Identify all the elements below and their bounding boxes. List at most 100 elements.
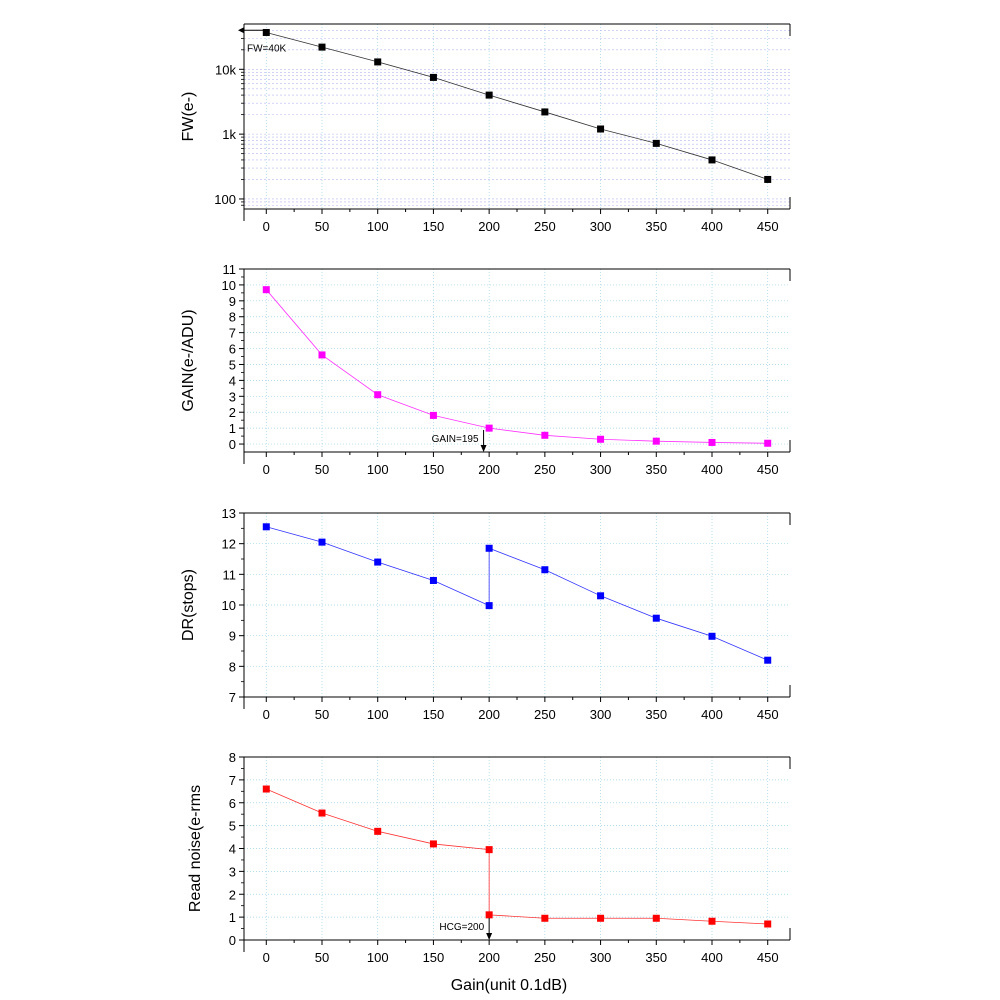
x-tick-label: 0 [263,462,270,477]
x-tick-label: 400 [701,707,723,722]
annotation-arrowhead [238,27,244,34]
data-point [652,139,660,147]
annotation: FW=40K [238,27,287,54]
x-tick-label: 100 [367,219,389,234]
annotation-arrowhead [480,445,487,452]
data-point [597,592,605,600]
y-tick-label: 2 [229,405,236,420]
x-tick-label: 300 [590,462,612,477]
y-tick-label: 12 [222,537,236,552]
y-axis-title: FW(e-) [180,92,197,142]
x-tick-label: 150 [423,950,445,965]
data-point [318,538,326,546]
x-tick-label: 250 [534,462,556,477]
y-tick-label: 11 [223,262,237,277]
data-point [541,566,549,574]
chart-noise: 0 50 100 150 200 250 300 350 400 450 0 1 2 3 4 5 6 7 8 Read… [187,750,791,994]
x-tick-label: 50 [315,950,329,965]
x-tick-label: 450 [757,219,779,234]
y-tick-label: 3 [229,389,236,404]
x-tick-label: 350 [645,950,667,965]
data-point [485,424,493,432]
data-point [764,439,772,447]
data-point [429,840,437,848]
grid-noise [244,757,790,940]
x-tick-label: 350 [645,219,667,234]
data-point [764,656,772,664]
x-tick-label: 50 [315,707,329,722]
annotation: GAIN=195 [432,430,487,452]
x-tick-label: 100 [367,950,389,965]
data-point [262,523,270,531]
y-tick-label: 8 [229,750,236,765]
data-point [652,437,660,445]
grid-dr [244,513,790,697]
data-point [541,108,549,116]
data-point [541,914,549,922]
x-tick-label: 450 [757,462,779,477]
annotation-arrowhead [486,933,493,940]
x-tick-label: 0 [263,950,270,965]
x-tick-label: 150 [423,462,445,477]
data-point [429,411,437,419]
annotation-text: FW=40K [247,43,287,54]
data-point [708,156,716,164]
data-point [764,920,772,928]
x-tick-label: 100 [367,707,389,722]
data-point [652,914,660,922]
data-point [374,558,382,566]
y-tick-label: 4 [229,842,236,857]
data-point [652,614,660,622]
y-tick-label: 10 [222,598,236,613]
y-tick-label: 0 [229,437,236,452]
y-tick-label: 0 [229,933,236,948]
y-tick-label: 8 [229,310,236,325]
y-tick-label: 10k [215,62,236,77]
data-point [485,911,493,919]
x-tick-label: 250 [534,219,556,234]
y-tick-label: 1 [229,910,236,925]
data-point [708,438,716,446]
annotation-text: HCG=200 [439,922,484,933]
data-point [262,785,270,793]
data-point [485,846,493,854]
data-point [541,431,549,439]
grid-fw [244,24,790,209]
grid-gain [244,269,790,452]
annotation: HCG=200 [439,918,493,940]
y-tick-label: 7 [229,690,236,705]
chart-dr: 0 50 100 150 200 250 300 350 400 450 7 8 9 10 11 12 13 DR… [180,506,791,722]
x-tick-label: 200 [478,462,500,477]
series-line [266,788,768,925]
data-point [374,827,382,835]
data-point [485,91,493,99]
x-tick-label: 200 [478,707,500,722]
data-point [318,809,326,817]
y-tick-label: 4 [229,373,236,388]
data-point [597,125,605,133]
x-tick-label: 0 [263,707,270,722]
x-tick-label: 200 [478,950,500,965]
chart-gain: 0 50 100 150 200 250 300 350 400 4500123456789101… [180,262,791,477]
data-point [708,632,716,640]
y-tick-label: 3 [229,864,236,879]
y-tick-label: 8 [229,659,236,674]
data-point [318,43,326,51]
y-axis-title: Read noise(e-rms [187,785,204,912]
y-tick-label: 6 [229,342,236,357]
data-point [429,73,437,81]
y-tick-label: 11 [223,567,237,582]
x-tick-label: 250 [534,950,556,965]
y-tick-label: 1k [222,127,236,142]
x-axis-title: Gain(unit 0.1dB) [451,977,568,994]
data-point [708,917,716,925]
data-point [262,28,270,36]
y-tick-label: 9 [229,629,236,644]
x-tick-label: 150 [423,707,445,722]
data-point [429,576,437,584]
data-point [374,58,382,66]
annotation-text: GAIN=195 [432,434,479,445]
x-tick-label: 300 [590,707,612,722]
x-tick-label: 450 [757,707,779,722]
y-tick-label: 2 [229,887,236,902]
